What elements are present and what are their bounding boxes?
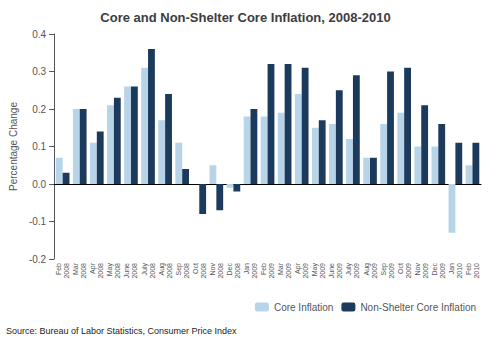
svg-text:0.0: 0.0 [32, 179, 46, 190]
svg-text:2008: 2008 [166, 263, 173, 279]
svg-text:2008: 2008 [200, 263, 207, 279]
svg-text:Dec: Dec [431, 263, 438, 276]
svg-text:2009: 2009 [251, 263, 258, 279]
svg-text:Feb: Feb [260, 263, 267, 275]
svg-text:2009: 2009 [388, 263, 395, 279]
svg-text:Apr: Apr [294, 262, 302, 274]
svg-text:0.2: 0.2 [32, 104, 46, 115]
svg-text:June: June [328, 263, 335, 278]
svg-text:0.4: 0.4 [32, 29, 46, 40]
svg-text:2009: 2009 [439, 263, 446, 279]
svg-text:Nov: Nov [209, 263, 216, 276]
svg-text:Oct: Oct [192, 263, 199, 274]
svg-text:June: June [123, 263, 130, 278]
svg-text:Jan: Jan [243, 263, 250, 274]
svg-text:-0.1: -0.1 [29, 216, 47, 227]
svg-text:0.3: 0.3 [32, 66, 46, 77]
svg-text:July: July [345, 263, 353, 276]
svg-text:2008: 2008 [183, 263, 190, 279]
svg-text:Percentage Change: Percentage Change [8, 102, 19, 191]
svg-text:Feb: Feb [465, 263, 472, 275]
svg-text:May: May [106, 263, 114, 277]
svg-text:Non-Shelter Core Inflation: Non-Shelter Core Inflation [360, 302, 476, 313]
svg-text:Core and Non-Shelter Core Infl: Core and Non-Shelter Core Inflation, 200… [100, 10, 390, 25]
svg-text:Mar: Mar [72, 262, 79, 275]
svg-text:2009: 2009 [371, 263, 378, 279]
svg-text:Jan: Jan [448, 263, 455, 274]
svg-text:2009: 2009 [336, 263, 343, 279]
svg-text:July: July [141, 263, 149, 276]
svg-text:Core Inflation: Core Inflation [274, 302, 333, 313]
svg-text:2008: 2008 [63, 263, 70, 279]
svg-text:2009: 2009 [302, 263, 309, 279]
svg-text:Feb: Feb [55, 263, 62, 275]
svg-text:2008: 2008 [131, 263, 138, 279]
svg-text:Sep: Sep [380, 263, 388, 276]
svg-text:2010: 2010 [456, 263, 463, 279]
svg-text:2008: 2008 [234, 263, 241, 279]
svg-text:2009: 2009 [268, 263, 275, 279]
svg-text:2008: 2008 [217, 263, 224, 279]
svg-text:2009: 2009 [405, 263, 412, 279]
svg-text:Aug: Aug [363, 263, 371, 276]
svg-text:Nov: Nov [414, 263, 421, 276]
svg-text:2008: 2008 [149, 263, 156, 279]
svg-text:2008: 2008 [80, 263, 87, 279]
svg-text:Apr: Apr [89, 262, 97, 274]
svg-text:2008: 2008 [114, 263, 121, 279]
svg-text:Source: Bureau of Labor Statis: Source: Bureau of Labor Statistics, Cons… [6, 326, 237, 336]
svg-text:-0.2: -0.2 [29, 254, 47, 265]
svg-text:2010: 2010 [473, 263, 480, 279]
svg-text:Sep: Sep [175, 263, 183, 276]
svg-text:Dec: Dec [226, 263, 233, 276]
svg-text:0.1: 0.1 [32, 141, 46, 152]
svg-text:2009: 2009 [285, 263, 292, 279]
svg-text:Aug: Aug [158, 263, 166, 276]
svg-text:Oct: Oct [397, 263, 404, 274]
svg-text:Mar: Mar [277, 262, 284, 275]
svg-text:2008: 2008 [97, 263, 104, 279]
svg-text:2009: 2009 [353, 263, 360, 279]
svg-text:May: May [311, 263, 319, 277]
svg-text:2009: 2009 [319, 263, 326, 279]
svg-text:2009: 2009 [422, 263, 429, 279]
